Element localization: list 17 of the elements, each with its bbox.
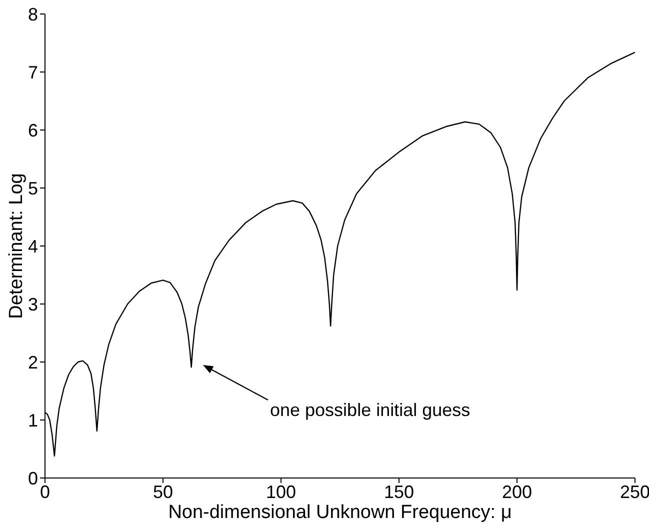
x-axis-title: Non-dimensional Unknown Frequency: μ (168, 502, 512, 523)
y-tick-label: 7 (28, 62, 38, 82)
y-tick-label: 1 (28, 410, 38, 430)
x-tick-label: 100 (266, 482, 296, 502)
y-axis-title: Determinant: Log (6, 173, 28, 319)
annotation: one possible initial guess (270, 400, 470, 420)
y-tick-label: 6 (28, 120, 38, 140)
y-tick-label: 3 (28, 294, 38, 314)
x-tick-label: 50 (152, 482, 174, 502)
x-tick-label: 150 (384, 482, 414, 502)
x-tick-label: 250 (620, 482, 649, 502)
y-tick-label: 5 (28, 178, 38, 198)
y-tick-label: 0 (28, 468, 38, 488)
y-tick-label: 4 (28, 236, 38, 256)
y-tick-label: 8 (28, 4, 38, 24)
y-tick-label: 2 (28, 352, 38, 372)
x-tick-label: 200 (502, 482, 532, 502)
